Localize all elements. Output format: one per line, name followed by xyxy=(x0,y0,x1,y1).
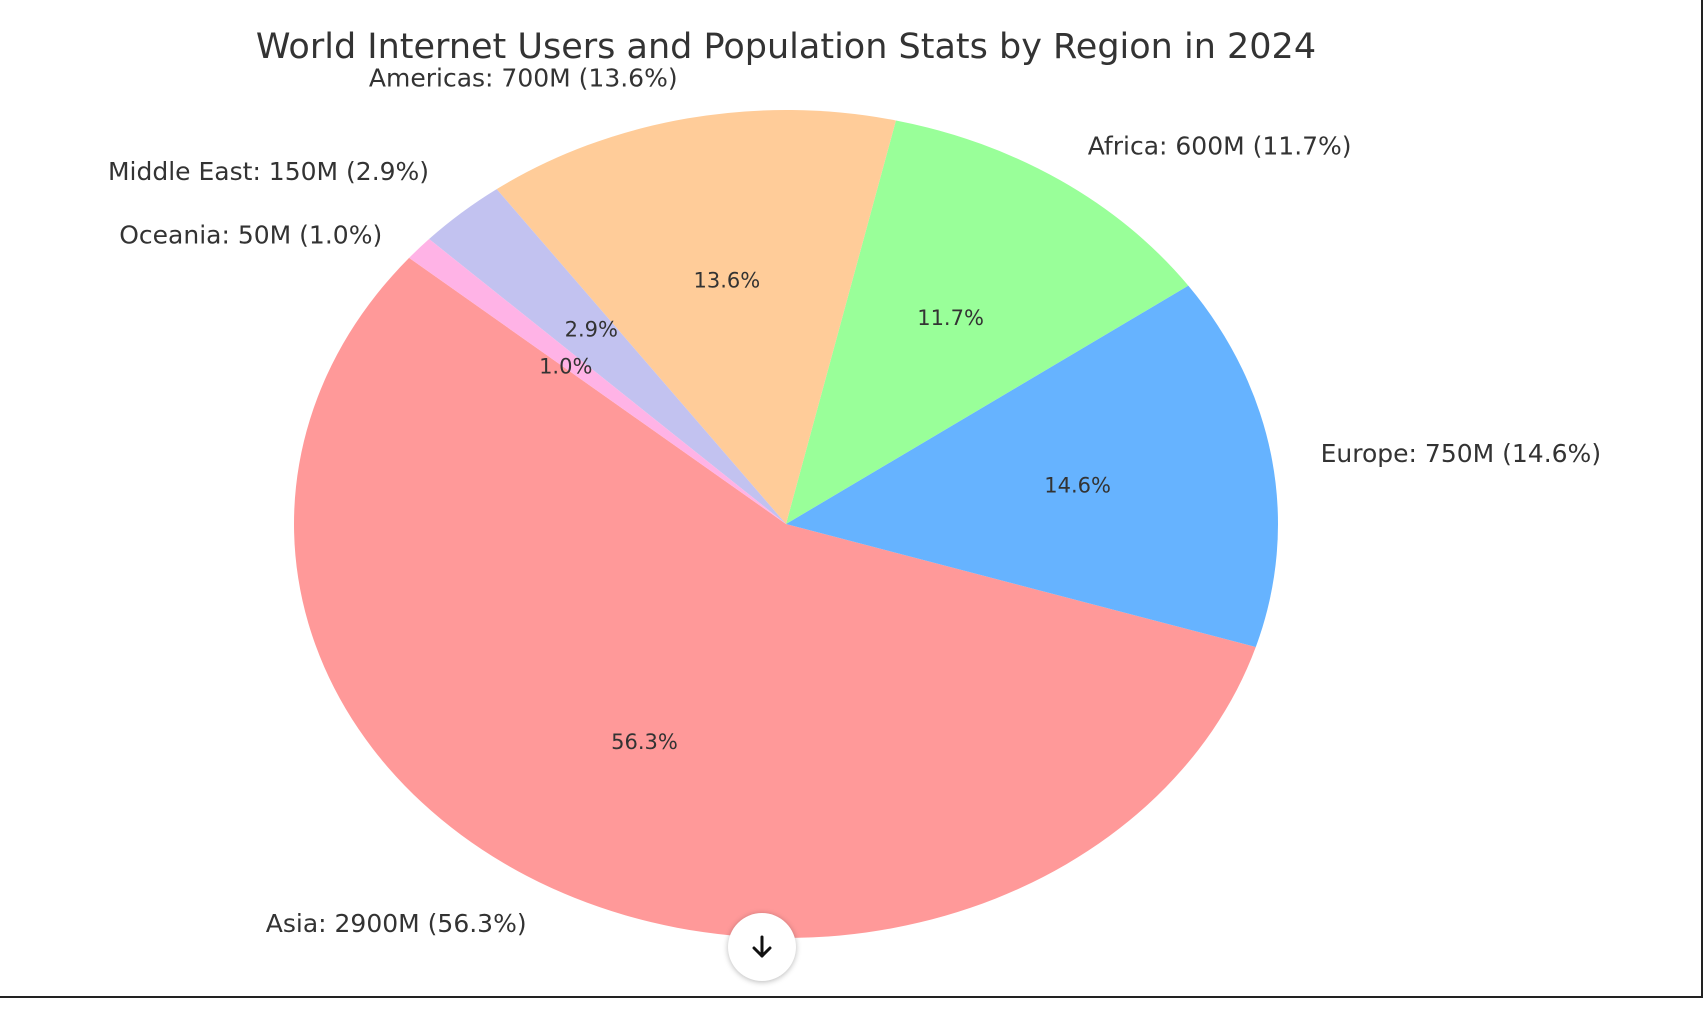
slice-label-europe: Europe: 750M (14.6%) xyxy=(1321,439,1601,468)
slice-label-asia: Asia: 2900M (56.3%) xyxy=(266,909,527,938)
slice-label-africa: Africa: 600M (11.7%) xyxy=(1088,131,1352,160)
pie-slices xyxy=(294,110,1279,938)
percent-label-americas: 13.6% xyxy=(694,269,761,293)
slice-labels: Asia: 2900M (56.3%) Europe: 750M (14.6%) A… xyxy=(108,63,1601,938)
slice-label-americas: Americas: 700M (13.6%) xyxy=(369,63,678,92)
pie-slice-middle-east xyxy=(429,189,786,524)
pie-slice-asia xyxy=(294,257,1256,938)
percent-label-asia: 56.3% xyxy=(611,730,678,754)
percent-label-europe: 14.6% xyxy=(1044,473,1111,497)
percent-labels: 56.3% 14.6% 11.7% 13.6% 2.9% 1.0% xyxy=(539,269,1111,754)
scroll-down-button[interactable] xyxy=(728,913,796,981)
percent-label-africa: 11.7% xyxy=(917,306,984,330)
percent-label-middle-east: 2.9% xyxy=(565,317,618,341)
chart-title: World Internet Users and Population Stat… xyxy=(256,27,1316,67)
pie-slice-europe xyxy=(786,285,1279,647)
slice-label-middle-east: Middle East: 150M (2.9%) xyxy=(108,157,429,186)
pie-slice-oceania xyxy=(409,239,786,525)
slice-label-oceania: Oceania: 50M (1.0%) xyxy=(119,220,382,249)
percent-label-oceania: 1.0% xyxy=(539,355,592,379)
pie-slice-americas xyxy=(496,110,896,524)
pie-slice-africa xyxy=(786,120,1189,524)
arrow-down-icon xyxy=(752,935,772,958)
